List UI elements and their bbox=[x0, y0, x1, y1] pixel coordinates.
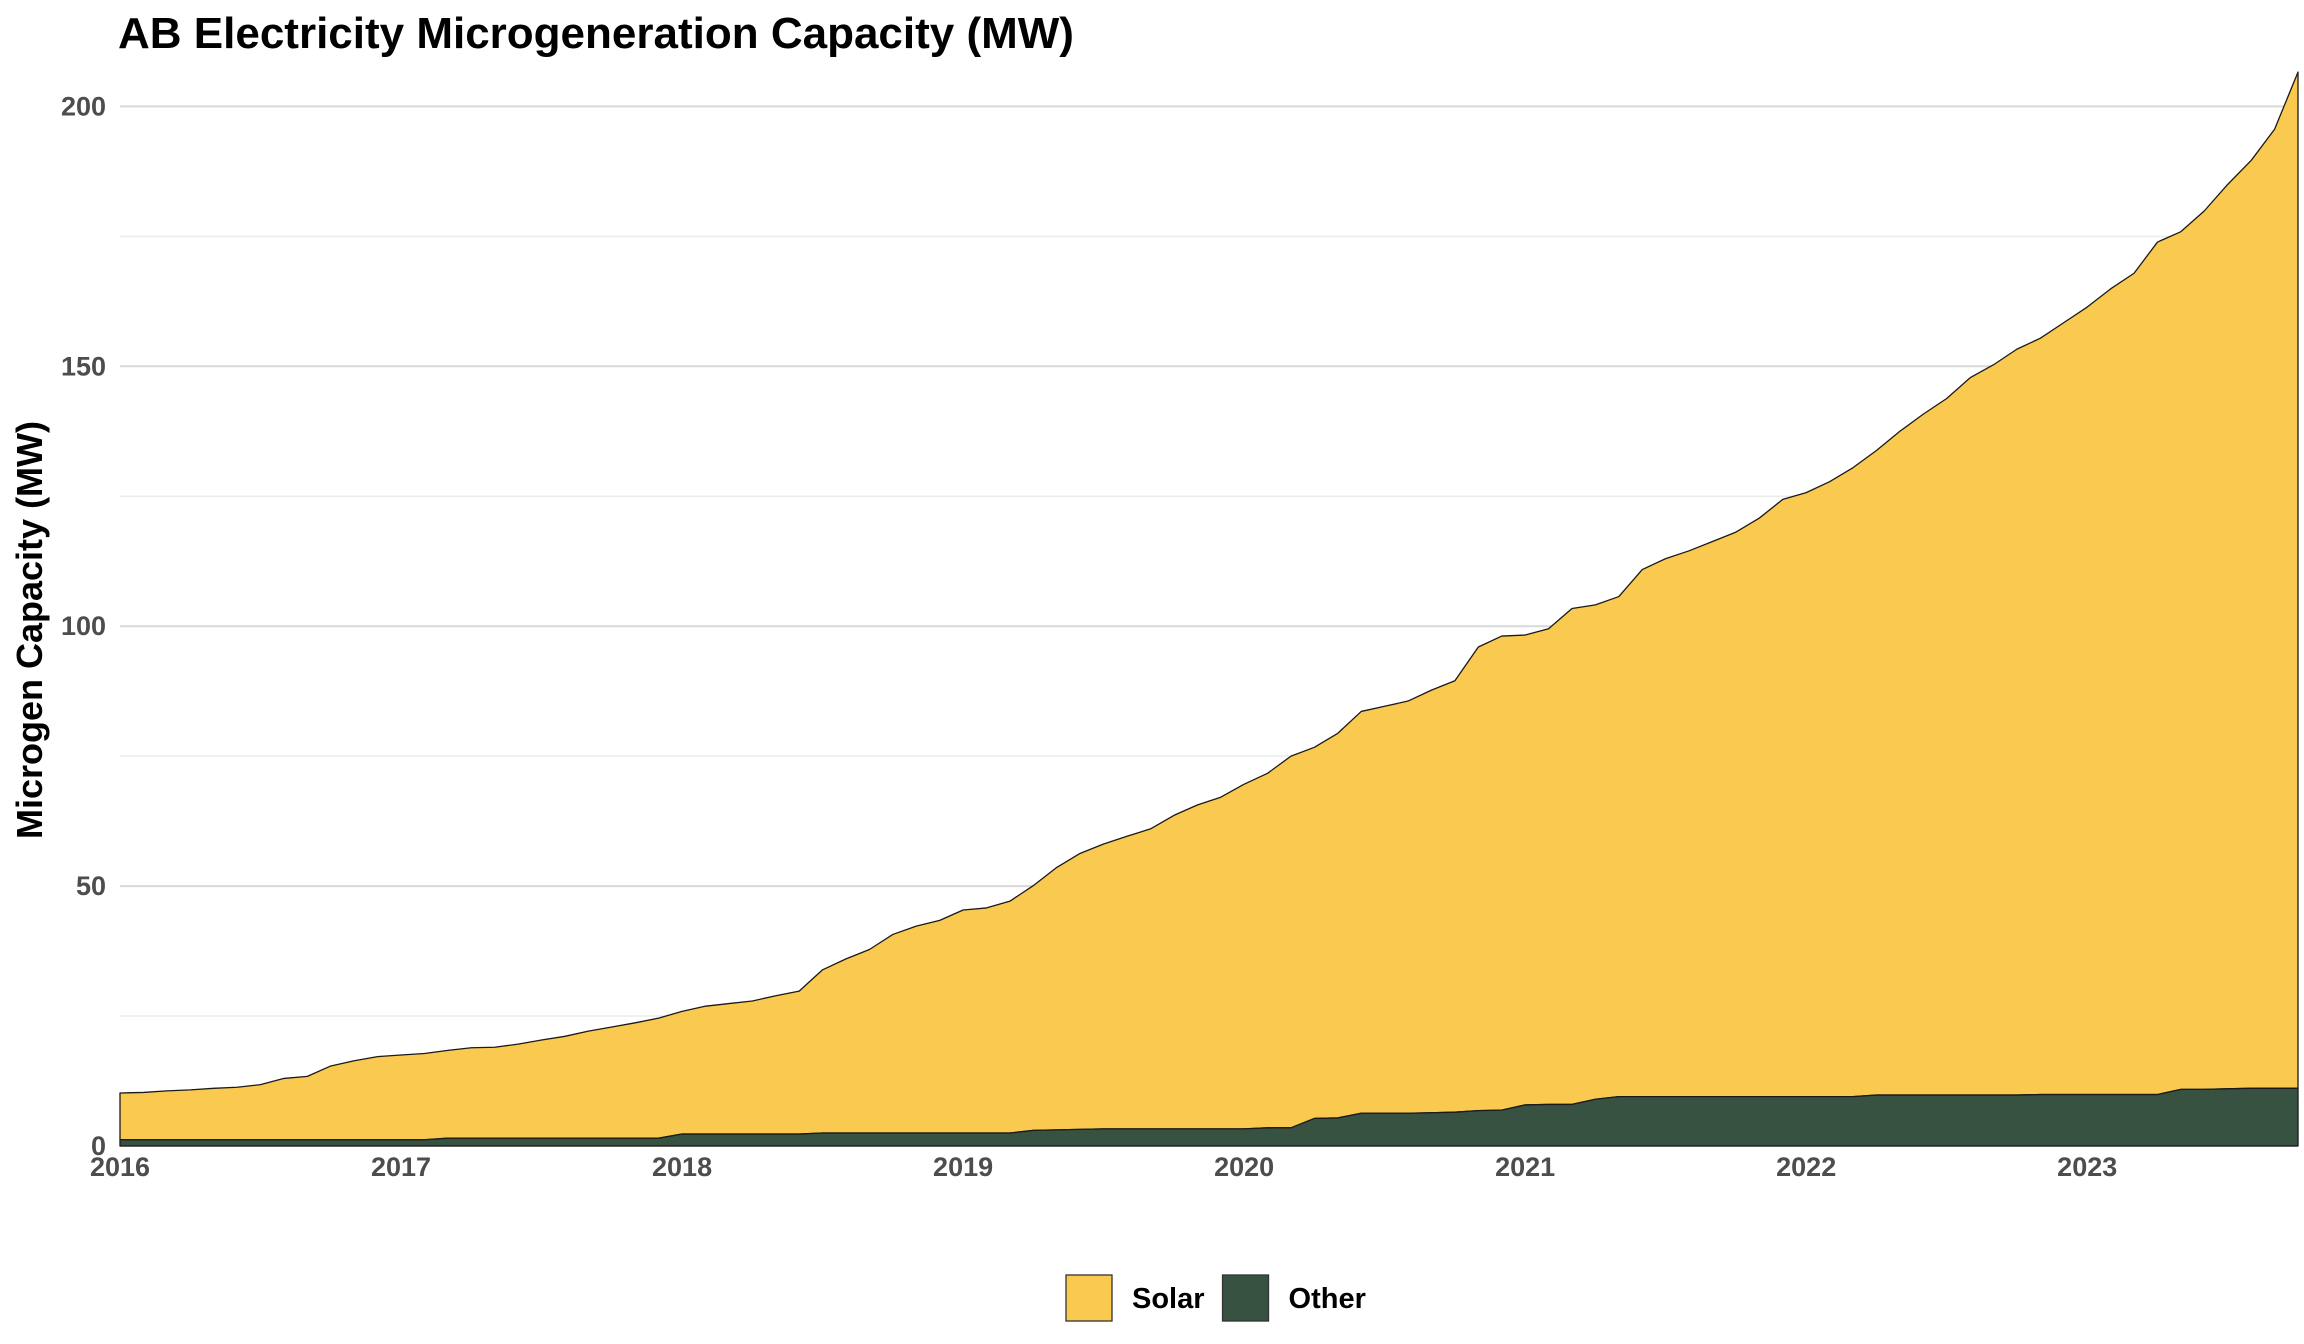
y-axis-ticks: 0 50 100 150 200 bbox=[61, 91, 106, 1161]
x-tick-label: 2016 bbox=[90, 1152, 150, 1182]
plot-areas bbox=[119, 71, 2299, 1147]
y-tick-label: 150 bbox=[61, 351, 106, 381]
x-tick-label: 2022 bbox=[1776, 1152, 1836, 1182]
x-tick-label: 2023 bbox=[2057, 1152, 2117, 1182]
x-tick-label: 2017 bbox=[371, 1152, 431, 1182]
y-tick-label: 50 bbox=[76, 871, 106, 901]
legend-label-solar: Solar bbox=[1132, 1283, 1205, 1315]
legend-label-other: Other bbox=[1289, 1283, 1366, 1315]
legend-swatch-solar bbox=[1065, 1274, 1113, 1322]
area-series-solar bbox=[119, 71, 2299, 1141]
x-tick-label: 2021 bbox=[1495, 1152, 1555, 1182]
x-tick-label: 2018 bbox=[652, 1152, 712, 1182]
legend: Solar Other bbox=[1065, 1274, 1366, 1322]
x-axis-ticks: 2016 2017 2018 2019 2020 2021 2022 2023 bbox=[90, 1152, 2117, 1182]
y-tick-label: 0 bbox=[91, 1131, 106, 1161]
area-series-other bbox=[119, 1087, 2299, 1147]
x-tick-label: 2020 bbox=[1214, 1152, 1274, 1182]
legend-swatch-other bbox=[1221, 1274, 1270, 1322]
x-tick-label: 2019 bbox=[933, 1152, 993, 1182]
chart-title: AB Electricity Microgeneration Capacity … bbox=[118, 9, 1074, 58]
gridlines bbox=[120, 105, 2298, 1147]
y-axis-title: Microgen Capacity (MW) bbox=[9, 421, 50, 839]
y-tick-label: 200 bbox=[61, 91, 106, 121]
y-tick-label: 100 bbox=[61, 611, 106, 641]
